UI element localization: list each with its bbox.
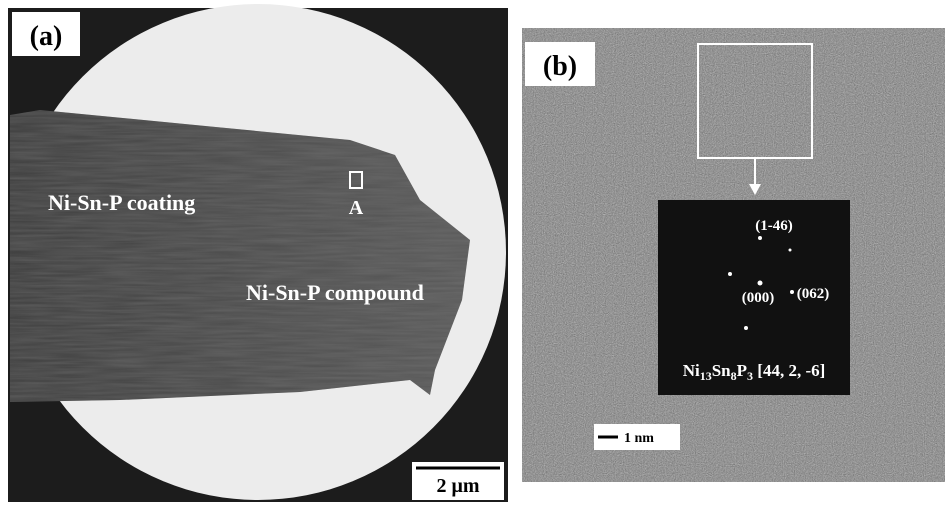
spot: [789, 249, 792, 252]
panel-label: (a): [30, 21, 63, 52]
spot-label: (062): [797, 286, 830, 302]
panel-a: (a) Ni-Sn-P coating A Ni-Sn-P compound 2…: [8, 4, 508, 502]
zone-axis: [44, 2, -6]: [753, 361, 825, 380]
spot: [728, 272, 732, 276]
figure: (a) Ni-Sn-P coating A Ni-Sn-P compound 2…: [0, 0, 947, 504]
panel-b: (b) (1-46) (000) (062) Ni13Sn8P3 [44, 2,…: [522, 28, 945, 482]
spot-label: (000): [742, 290, 775, 306]
spot: [758, 236, 762, 240]
panel-label: (b): [543, 51, 577, 82]
element: Sn: [712, 361, 731, 380]
scale-label: 2 μm: [437, 475, 480, 497]
region-label: A: [349, 197, 364, 219]
spot: [758, 281, 763, 286]
subscript: 13: [700, 369, 712, 383]
scale-label: 1 nm: [624, 431, 654, 446]
spot: [744, 326, 748, 330]
element: Ni: [683, 361, 700, 380]
element: P: [737, 361, 747, 380]
spot-label: (1-46): [755, 218, 793, 234]
spot: [790, 290, 794, 294]
compound-label: Ni-Sn-P compound: [246, 280, 424, 305]
coating-label: Ni-Sn-P coating: [48, 190, 195, 215]
